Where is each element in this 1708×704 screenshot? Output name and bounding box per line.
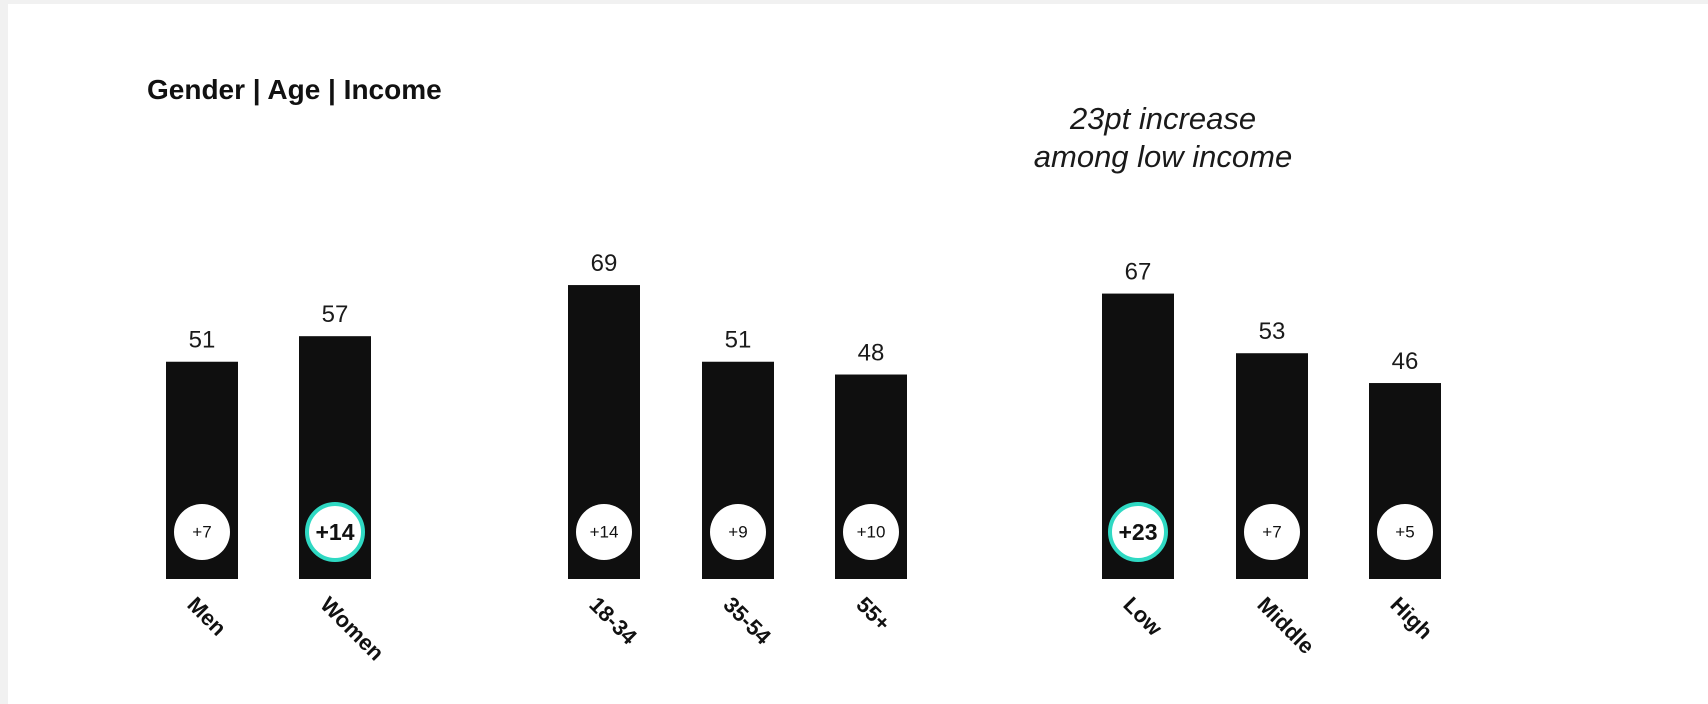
- change-badge-women: [305, 502, 365, 562]
- chart-title: Gender | Age | Income: [147, 74, 442, 105]
- change-label-low: +23: [1118, 519, 1157, 545]
- value-label-high: 46: [1392, 348, 1419, 375]
- change-label-18-34: +14: [590, 523, 619, 542]
- change-badge-low: [1108, 502, 1168, 562]
- chart-annotation: 23pt increase among low income: [998, 100, 1328, 176]
- value-label-low: 67: [1125, 259, 1152, 286]
- value-label-35-54: 51: [725, 327, 752, 354]
- change-badge-high: [1377, 504, 1433, 560]
- value-label-18-34: 69: [591, 250, 618, 277]
- category-label-18-34: 18-34: [584, 592, 642, 650]
- change-badge-55: [843, 504, 899, 560]
- category-label-women: Women: [315, 592, 389, 666]
- category-label-men: Men: [182, 592, 231, 641]
- category-label-low: Low: [1118, 592, 1167, 641]
- value-label-55: 48: [858, 340, 885, 367]
- change-badge-middle: [1244, 504, 1300, 560]
- value-label-women: 57: [322, 301, 349, 328]
- change-label-women: +14: [315, 519, 354, 545]
- value-label-middle: 53: [1259, 318, 1286, 345]
- annotation-line-1: 23pt increase: [1069, 101, 1257, 136]
- change-label-high: +5: [1395, 523, 1414, 542]
- category-label-55: 55+: [851, 592, 895, 636]
- value-label-men: 51: [189, 327, 216, 354]
- change-label-middle: +7: [1262, 523, 1281, 542]
- chart-card: Gender | Age | Income 23pt increase amon…: [8, 4, 1708, 704]
- change-badge-18-34: [576, 504, 632, 560]
- change-badge-men: [174, 504, 230, 560]
- change-label-35-54: +9: [728, 523, 747, 542]
- change-label-men: +7: [192, 523, 211, 542]
- category-label-middle: Middle: [1252, 592, 1319, 659]
- category-label-35-54: 35-54: [718, 592, 776, 650]
- bar-chart: 51 +7 Men 57 +14 Women 69 +14 18-34 51 +9 35-54 48 +1…: [166, 250, 1441, 666]
- change-badge-35-54: [710, 504, 766, 560]
- category-label-high: High: [1385, 592, 1437, 644]
- change-label-55: +10: [857, 523, 886, 542]
- annotation-line-2: among low income: [1033, 139, 1293, 174]
